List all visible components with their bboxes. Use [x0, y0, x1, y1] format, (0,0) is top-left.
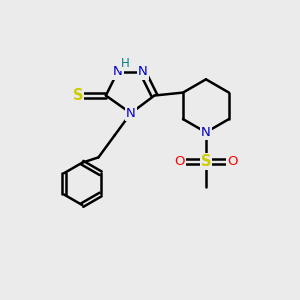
Text: S: S — [201, 154, 211, 169]
Text: N: N — [126, 107, 136, 120]
Text: N: N — [201, 126, 211, 139]
Text: N: N — [138, 65, 148, 79]
Text: N: N — [113, 65, 122, 79]
Text: H: H — [121, 57, 129, 70]
Text: S: S — [73, 88, 83, 103]
Text: O: O — [174, 155, 185, 168]
Text: O: O — [227, 155, 238, 168]
